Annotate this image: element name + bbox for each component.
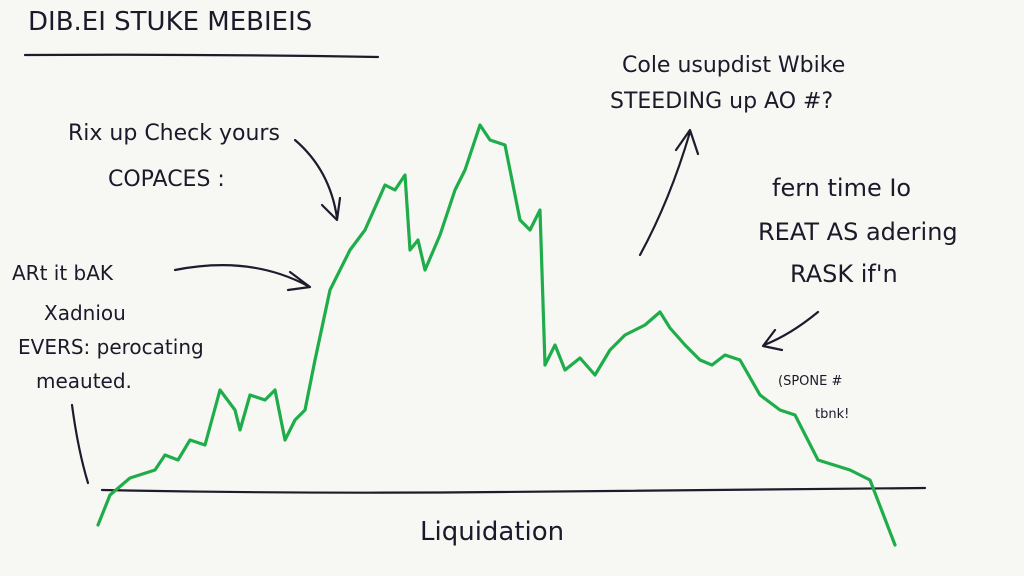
arrow [173, 264, 312, 292]
arrow [761, 310, 820, 352]
baseline-label: Liquidation [420, 517, 564, 547]
annotation: REAT AS adering [758, 218, 958, 246]
pointer-line [70, 403, 90, 485]
annotation: Rix up Check yours [68, 121, 280, 146]
liquidation-line [100, 486, 927, 494]
annotation: EVERS: perocating [18, 335, 204, 359]
arrow [293, 138, 342, 222]
annotation: tbnk! [815, 407, 849, 422]
annotation: STEEDING up AO #? [610, 89, 833, 114]
annotation: ARt it bAK [12, 261, 114, 285]
annotation: meauted. [36, 369, 132, 393]
annotation: Cole usupdist Wbike [622, 53, 845, 78]
annotation: COPACES : [108, 167, 225, 192]
annotation: Xadniou [44, 301, 126, 325]
annotation: (SPONE # [778, 374, 842, 389]
price-line [96, 123, 897, 547]
title-underline [23, 53, 380, 59]
annotation: fern time Io [772, 174, 911, 202]
annotation: RASK if'n [790, 260, 898, 288]
title: DIB.EI STUKE MEBIEIS [28, 7, 312, 37]
arrow [638, 128, 700, 257]
